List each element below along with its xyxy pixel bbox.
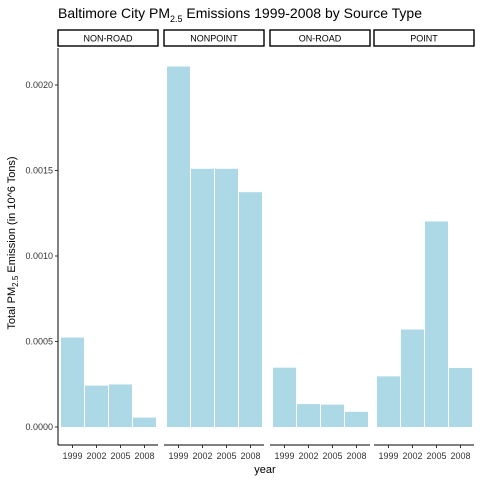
facet-strip-label: NONPOINT [190,34,238,44]
bar [297,404,320,427]
x-tick-label: 2002 [192,451,212,461]
x-tick-label: 1999 [168,451,188,461]
y-tick-label: 0.0020 [25,80,53,90]
bar [191,168,214,428]
x-tick-label: 2005 [322,451,342,461]
x-tick-label: 1999 [62,451,82,461]
x-tick-label: 1999 [378,451,398,461]
facet-point: POINT 1999 2002 2005 2008 [373,29,475,461]
y-axis: 0.0000 0.0005 0.0010 0.0015 0.0020 [25,48,59,445]
bar [345,411,368,427]
bar [377,376,400,427]
x-tick-label: 2005 [110,451,130,461]
facet-strip [269,29,371,47]
x-tick-label: 2002 [402,451,422,461]
bar [239,192,262,427]
facets-layer: NON-ROAD 1999 2002 2005 2008 NONPOINT 1999 2002… [57,29,475,461]
y-tick-label: 0.0005 [25,337,53,347]
x-tick-label: 2005 [426,451,446,461]
x-tick-label: 2008 [346,451,366,461]
bar [61,337,84,427]
y-tick-label: 0.0015 [25,166,53,176]
facet-non-road: NON-ROAD 1999 2002 2005 2008 [57,29,159,461]
x-tick-label: 2002 [298,451,318,461]
facet-strip-label: POINT [410,34,438,44]
x-axis-title: year [254,464,276,476]
bar [425,221,448,427]
y-tick-label: 0.0010 [25,251,53,261]
facet-strip-label: NON-ROAD [84,34,133,44]
bar [215,168,238,428]
y-axis-title: Total PM2.5 Emission (in 10^6 Tons) [6,156,20,329]
facet-on-road: ON-ROAD 1999 2002 2005 2008 [269,29,371,461]
x-tick-label: 2008 [134,451,154,461]
chart-title: Baltimore City PM2.5 Emissions 1999-2008… [58,5,422,24]
bar [273,367,296,427]
facet-strip [163,29,265,47]
bar [133,417,156,427]
bar [167,66,190,428]
facet-strip [57,29,159,47]
x-tick-label: 2005 [216,451,236,461]
bar [109,384,132,427]
x-tick-label: 2002 [86,451,106,461]
facet-nonpoint: NONPOINT 1999 2002 2005 2008 [163,29,265,461]
x-tick-label: 2008 [450,451,470,461]
bar [321,404,344,427]
x-tick-label: 2008 [240,451,260,461]
x-tick-label: 1999 [274,451,294,461]
facet-strip [373,29,475,47]
bar [401,329,424,427]
bar [85,385,108,427]
facet-strip-label: ON-ROAD [299,34,342,44]
y-tick-label: 0.0000 [25,422,53,432]
bar [449,368,472,427]
